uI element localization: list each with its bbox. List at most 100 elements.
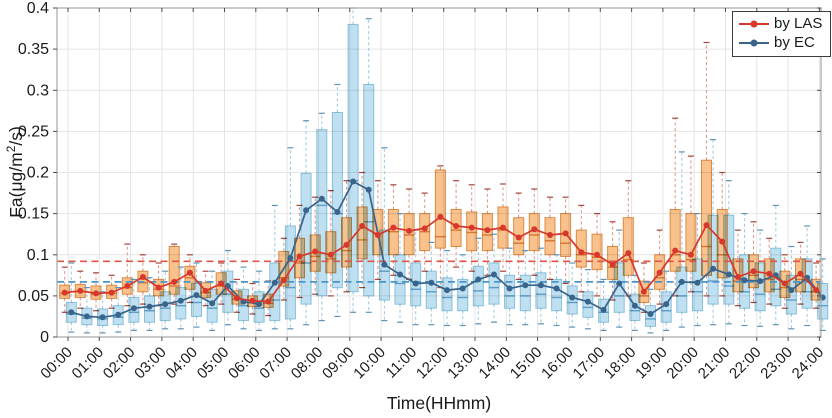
x-tick-labels: 00:0001:0002:0003:0004:0005:0006:0007:00… [37, 344, 827, 383]
las-line-marker-sample [739, 20, 769, 27]
ec-mean-marker [553, 285, 560, 292]
x-tick-label: 17:00 [570, 344, 609, 383]
x-tick-label: 15:00 [507, 344, 546, 383]
ec-mean-marker [584, 298, 591, 305]
ec-mean-marker [68, 309, 75, 316]
las-mean-marker [453, 223, 460, 229]
x-tick-label: 22:00 [726, 344, 765, 383]
y-tick-labels: 0 0.05 0.1 0.15 0.2 0.25 0.3 0.35 0.4 [18, 0, 49, 346]
las-mean-marker [359, 223, 366, 229]
y-tick-label: 0.1 [27, 247, 49, 264]
y-title-suffix: /s) [5, 126, 26, 146]
las-mean-marker [531, 226, 538, 233]
las-mean-marker [202, 287, 209, 294]
ec-mean-marker [616, 280, 623, 287]
las-mean-marker [719, 238, 726, 245]
las-mean-marker [781, 280, 788, 287]
ec-mean-marker [537, 282, 544, 289]
x-tick-label: 21:00 [695, 344, 734, 383]
ec-mean-marker [757, 278, 764, 285]
las-mean-line [61, 213, 820, 305]
las-mean-marker [703, 222, 710, 229]
ec-mean-marker [710, 265, 717, 272]
las-mean-marker [265, 298, 272, 305]
x-tick-label: 05:00 [194, 344, 233, 383]
las-mean-marker [672, 247, 679, 254]
ec-mean-marker [663, 301, 670, 308]
x-tick-label: 01:00 [69, 344, 108, 383]
las-mean-marker [171, 278, 178, 285]
ec-line-marker-sample [739, 39, 769, 46]
ec-mean-marker [475, 276, 482, 283]
x-tick-label: 16:00 [538, 344, 577, 383]
y-tick-label: 0.2 [27, 165, 49, 182]
las-mean-marker [578, 249, 585, 256]
x-tick-label: 18:00 [601, 344, 640, 383]
ec-mean-marker [788, 287, 795, 294]
las-mean-marker [640, 288, 647, 295]
las-mean-marker [437, 213, 444, 220]
las-mean-marker [77, 287, 84, 294]
x-axis-title: Time(HHmm) [386, 393, 492, 413]
ec-mean-marker [99, 314, 106, 321]
las-mean-marker [594, 251, 600, 258]
las-mean-marker [734, 274, 741, 280]
ec-mean-marker [365, 186, 372, 193]
ec-mean-marker [444, 287, 450, 294]
las-mean-marker [609, 261, 616, 268]
x-tick-label: 06:00 [225, 344, 264, 383]
ec-mean-marker [318, 195, 325, 202]
x-tick-label: 07:00 [256, 344, 295, 383]
las-mean-marker [406, 227, 413, 234]
las-mean-marker [124, 283, 131, 289]
legend-label-ec: by EC [774, 34, 815, 51]
ec-mean-marker [459, 285, 466, 292]
y-title-prefix: Fa(μg/m [5, 152, 26, 218]
las-mean-marker [108, 289, 115, 296]
ec-mean-marker [115, 311, 122, 318]
x-tick-label: 24:00 [789, 344, 828, 383]
ec-boxplots [65, 7, 829, 334]
ec-mean-marker [177, 297, 184, 304]
ec-mean-marker [647, 311, 654, 317]
ec-mean-marker [631, 302, 638, 309]
las-mean-marker [421, 225, 428, 232]
y-tick-label: 0.25 [18, 123, 49, 140]
las-mean-marker [343, 241, 350, 248]
x-tick-label: 13:00 [444, 344, 483, 383]
ec-mean-marker [256, 301, 263, 308]
x-tick-label: 03:00 [131, 344, 170, 383]
ec-mean-marker [412, 280, 419, 287]
las-mean-marker [374, 232, 381, 238]
las-mean-marker [687, 251, 694, 258]
las-mean-marker [327, 251, 334, 258]
las-mean-marker [296, 253, 303, 260]
ec-mean-marker [678, 278, 685, 285]
las-mean-marker [249, 297, 256, 304]
ec-mean-marker [569, 294, 576, 301]
ec-mean-marker [334, 209, 341, 215]
las-mean-marker [468, 224, 475, 231]
ec-mean-marker [428, 279, 435, 286]
x-tick-label: 11:00 [382, 344, 420, 382]
ec-mean-marker [303, 207, 310, 214]
ec-mean-marker [271, 279, 278, 286]
ec-mean-marker [741, 277, 748, 284]
ec-mean-line [68, 178, 826, 321]
las-mean-marker [766, 270, 773, 277]
las-mean-marker [625, 250, 632, 257]
legend-label-las: by LAS [774, 15, 823, 32]
las-mean-marker [218, 280, 225, 287]
las-mean-marker [139, 274, 146, 280]
x-tick-label: 04:00 [162, 344, 201, 383]
las-mean-marker [813, 287, 820, 294]
x-tick-label: 12:00 [413, 344, 452, 383]
x-tick-label: 19:00 [632, 344, 671, 383]
y-tick-label: 0.15 [18, 206, 49, 223]
ec-mean-marker [193, 292, 200, 299]
x-tick-label: 00:00 [37, 344, 76, 383]
las-mean-marker [186, 269, 193, 276]
ec-mean-marker [209, 300, 216, 307]
